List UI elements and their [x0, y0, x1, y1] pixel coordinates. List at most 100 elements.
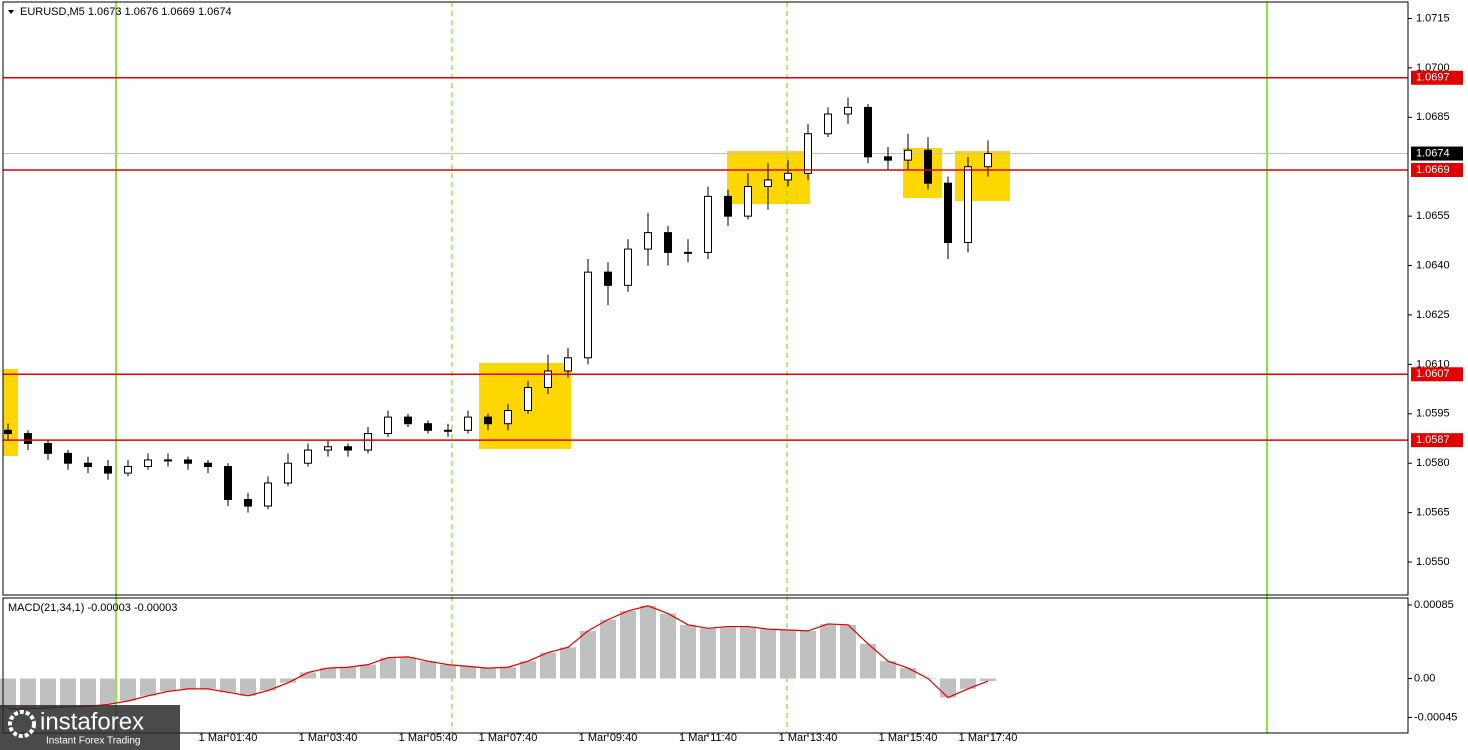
macd-bar [640, 605, 656, 679]
x-tick-label: 1 Mar 03:40 [299, 732, 358, 744]
macd-pane-border [2, 597, 1409, 734]
macd-bar [480, 668, 496, 679]
candle-body [364, 433, 372, 451]
candle-body [264, 482, 272, 507]
candle-body [644, 232, 652, 250]
candle-body [344, 446, 352, 451]
y-tick-label: 1.0625 [1416, 309, 1450, 321]
candle-body [184, 459, 192, 464]
candle-body [964, 166, 972, 243]
macd-bar [580, 630, 596, 679]
macd-bar [60, 678, 76, 708]
macd-bar [320, 668, 336, 679]
candle-body [524, 386, 532, 412]
macd-bar [0, 678, 16, 709]
current-price-label: 1.0674 [1416, 147, 1450, 159]
candle-body [724, 195, 732, 217]
y-tick-label: -0.00045 [1414, 711, 1457, 723]
candle-body [684, 251, 692, 254]
session-lines [115, 2, 1268, 733]
candle-body [324, 446, 332, 451]
macd-bar [680, 624, 696, 679]
candle-body [744, 185, 752, 217]
level-label-box [1411, 433, 1463, 448]
x-tick-label: 1 Mar 07:40 [479, 732, 538, 744]
candle-body [624, 248, 632, 286]
macd-bar [360, 664, 376, 679]
macd-bar [220, 678, 236, 693]
candle-body [204, 462, 212, 468]
signal-box [955, 151, 1010, 201]
macd-bar [940, 678, 956, 698]
y-tick-label: 1.0550 [1416, 556, 1450, 568]
y-tick-label: 1.0685 [1416, 111, 1450, 123]
level-label: 1.0669 [1416, 164, 1450, 176]
logo-background [0, 705, 180, 750]
candle-body [124, 466, 132, 474]
candle-body [384, 416, 392, 435]
macd-bar [500, 667, 516, 679]
macd-bar [80, 678, 96, 707]
candle-body [544, 370, 552, 388]
candle-body [984, 153, 992, 168]
candle-body [604, 271, 612, 286]
level-label-box [1411, 367, 1463, 382]
title-arrow [8, 10, 14, 14]
macd-bar [860, 643, 876, 679]
x-tick-label: 1 Mar 17:40 [959, 732, 1018, 744]
macd-bar [400, 656, 416, 679]
macd-bar [260, 678, 276, 691]
macd-bar [540, 652, 556, 679]
candle-body [464, 416, 472, 431]
candle-body [244, 498, 252, 507]
x-tick-label: 1 Mar 09:40 [579, 732, 638, 744]
candle-body [64, 452, 72, 464]
y-tick-label: 1.0565 [1416, 507, 1450, 519]
signal-line [8, 605, 989, 710]
x-tick-label: 1 Mar 11:40 [679, 732, 737, 744]
macd-bar [780, 630, 796, 679]
level-label: 1.0587 [1416, 434, 1450, 446]
macd-bar [660, 613, 676, 679]
y-tick-label: 1.0580 [1416, 457, 1450, 469]
macd-bar [820, 623, 836, 679]
macd-bar [240, 678, 256, 696]
level-label: 1.0607 [1416, 368, 1450, 380]
candle-body [584, 271, 592, 359]
logo: instaforex Instant Forex Trading [0, 705, 180, 750]
macd-bar [800, 630, 816, 679]
candle-body [824, 113, 832, 135]
candle-body [504, 410, 512, 425]
candle-body [304, 449, 312, 464]
macd-bar [980, 678, 996, 682]
macd-bar [440, 664, 456, 679]
price-pane-border [2, 1, 1409, 596]
candle-body [844, 106, 852, 115]
candle-body [84, 462, 92, 468]
y-tick-label: 1.0715 [1416, 12, 1450, 24]
macd-bar [560, 647, 576, 679]
current-price-box [1411, 146, 1463, 161]
macd-bar [960, 678, 976, 689]
candle-body [564, 357, 572, 372]
macd-bar [160, 678, 176, 692]
candle-body [4, 429, 12, 435]
candle-body [104, 466, 112, 474]
macd-bar [720, 626, 736, 679]
macd-bar [380, 657, 396, 679]
macd-bar [700, 628, 716, 679]
candle-body [864, 106, 872, 158]
macd-bar [760, 629, 776, 679]
candle-body [164, 459, 172, 462]
macd-bar [420, 661, 436, 679]
candle-body [664, 232, 672, 253]
macd-title: MACD(21,34,1) -0.00003 -0.00003 [8, 602, 177, 614]
x-tick-label: 1 Mar 01:40 [199, 732, 258, 744]
x-tick-label: 1 Mar 05:40 [399, 732, 458, 744]
macd-bar [620, 610, 636, 679]
macd-bar [340, 667, 356, 679]
candle-body [404, 416, 412, 425]
candle-body [804, 133, 812, 174]
candle-body [924, 149, 932, 184]
